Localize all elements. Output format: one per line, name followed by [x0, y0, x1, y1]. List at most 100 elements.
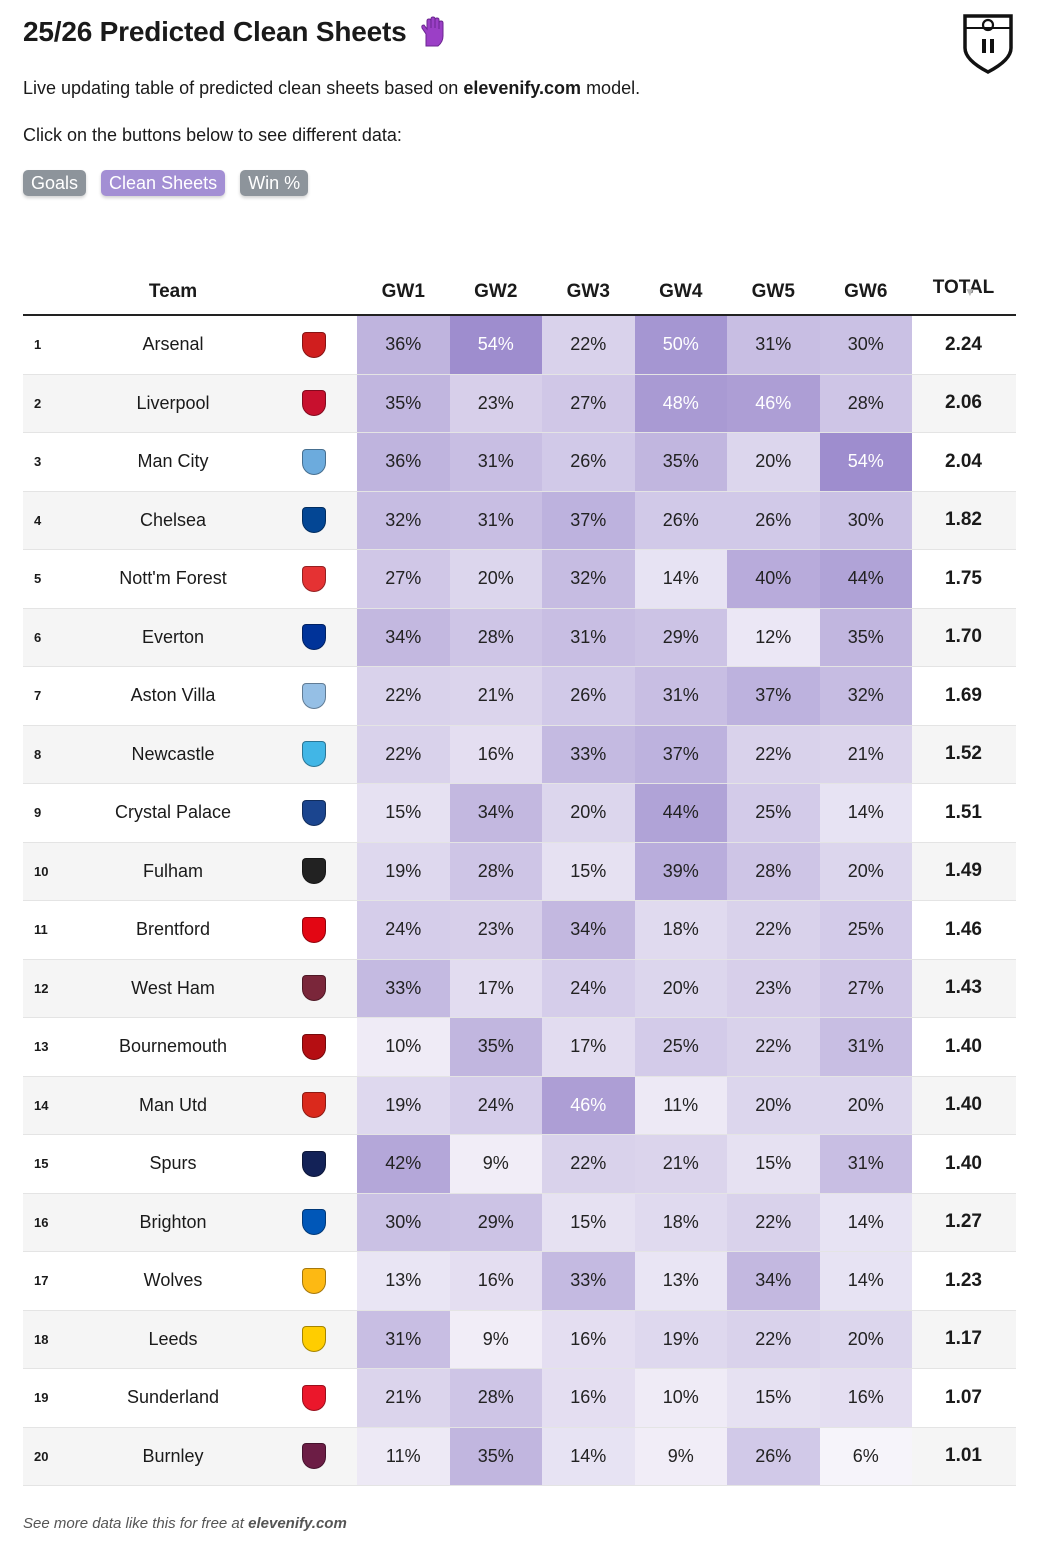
gw1-cell: 19% [357, 842, 450, 900]
gw5-cell: 22% [727, 1193, 820, 1251]
gw5-cell: 26% [727, 491, 820, 549]
gw6-cell: 20% [819, 1310, 912, 1368]
column-header-total[interactable]: TOTAL [932, 277, 995, 298]
team-name-cell: Bournemouth [118, 1036, 228, 1057]
total-cell: 1.43 [945, 977, 982, 999]
gw2-cell: 31% [449, 491, 542, 549]
goalkeeper-glove-icon [421, 16, 444, 47]
team-name-cell: Liverpool [136, 392, 210, 413]
gw2-cell: 35% [449, 1427, 542, 1485]
table-row: 11 Brentford 24% 23% 34% 18% 22% 25% 1.46 [23, 901, 1016, 960]
gw4-cell: 18% [634, 1193, 727, 1251]
clean-sheets-button[interactable]: Clean Sheets [101, 170, 226, 196]
table-row: 15 Spurs 42% 9% 22% 21% 15% 31% 1.40 [23, 1135, 1016, 1194]
gw5-cell: 20% [727, 1076, 820, 1134]
team-crest-icon [300, 726, 328, 784]
team-name-cell: Nott'm Forest [119, 568, 227, 589]
crest-shield-icon [302, 916, 326, 943]
gw1-cell: 22% [357, 725, 450, 783]
gw4-cell: 44% [634, 784, 727, 842]
elevenify-logo-icon [963, 14, 1013, 74]
gw3-cell: 17% [542, 1018, 635, 1076]
gw3-cell: 16% [542, 1369, 635, 1427]
table-row: 5 Nott'm Forest 27% 20% 32% 14% 40% 44% 1.75 [23, 550, 1016, 609]
win-percent-button[interactable]: Win % [240, 170, 309, 196]
gw4-cell: 37% [634, 725, 727, 783]
gw5-cell: 20% [727, 433, 820, 491]
subtitle-brand-link[interactable]: elevenify.com [463, 78, 582, 98]
gw2-cell: 24% [449, 1076, 542, 1134]
column-header-gw1[interactable]: GW1 [381, 281, 425, 302]
team-crest-icon [300, 550, 328, 608]
table-row: 13 Bournemouth 10% 35% 17% 25% 22% 31% 1.40 [23, 1018, 1016, 1077]
gw2-cell: 29% [449, 1193, 542, 1251]
rank-cell: 12 [34, 980, 49, 996]
total-cell: 1.49 [945, 860, 982, 882]
column-header-gw3[interactable]: GW3 [566, 281, 610, 302]
team-name-cell: Leeds [148, 1328, 198, 1349]
gw1-cell: 42% [357, 1135, 450, 1193]
rank-cell: 5 [34, 571, 42, 587]
gw5-cell: 34% [727, 1252, 820, 1310]
gw5-cell: 26% [727, 1427, 820, 1485]
gw1-cell: 11% [357, 1427, 450, 1485]
gw2-cell: 9% [449, 1135, 542, 1193]
total-cell: 1.52 [945, 743, 982, 765]
gw6-cell: 30% [819, 491, 912, 549]
gw2-cell: 34% [449, 784, 542, 842]
gw5-cell: 22% [727, 725, 820, 783]
gw2-cell: 9% [449, 1310, 542, 1368]
column-header-gw5[interactable]: GW5 [751, 281, 795, 302]
gw6-cell: 14% [819, 1252, 912, 1310]
table-row: 4 Chelsea 32% 31% 37% 26% 26% 30% 1.82 [23, 491, 1016, 550]
gw4-cell: 29% [634, 608, 727, 666]
gw3-cell: 15% [542, 842, 635, 900]
gw2-cell: 35% [449, 1018, 542, 1076]
table-row: 8 Newcastle 22% 16% 33% 37% 22% 21% 1.52 [23, 725, 1016, 784]
team-name-cell: West Ham [131, 977, 215, 998]
gw4-cell: 14% [634, 550, 727, 608]
goals-button[interactable]: Goals [23, 170, 87, 196]
subtitle-suffix: model. [581, 78, 641, 98]
gw3-cell: 24% [542, 959, 635, 1017]
gw4-cell: 25% [634, 1018, 727, 1076]
column-header-team[interactable]: Team [148, 281, 198, 302]
gw3-cell: 20% [542, 784, 635, 842]
table-row: 19 Sunderland 21% 28% 16% 10% 15% 16% 1.07 [23, 1369, 1016, 1428]
column-header-gw2[interactable]: GW2 [474, 281, 518, 302]
crest-shield-icon [302, 1092, 326, 1119]
gw1-cell: 13% [357, 1252, 450, 1310]
gw2-cell: 28% [449, 1369, 542, 1427]
team-crest-icon [300, 784, 328, 842]
gw1-cell: 35% [357, 374, 450, 432]
gw3-cell: 22% [542, 1135, 635, 1193]
subtitle-text: Live updating table of predicted clean s… [23, 78, 464, 98]
gw2-cell: 16% [449, 1252, 542, 1310]
gw6-cell: 32% [819, 667, 912, 725]
team-name-cell: Burnley [142, 1445, 204, 1466]
column-header-gw6[interactable]: GW6 [844, 281, 888, 302]
crest-shield-icon [302, 1384, 326, 1411]
team-crest-icon [300, 960, 328, 1018]
team-crest-icon [300, 433, 328, 491]
footer-brand-link[interactable]: elevenify.com [248, 1515, 347, 1532]
crest-shield-icon [302, 1267, 326, 1294]
team-crest-icon [300, 1135, 328, 1193]
column-header-gw4[interactable]: GW4 [659, 281, 703, 302]
gw5-cell: 37% [727, 667, 820, 725]
rank-cell: 6 [34, 629, 42, 645]
crest-shield-icon [302, 390, 326, 417]
gw1-cell: 30% [357, 1193, 450, 1251]
crest-shield-icon [302, 1033, 326, 1060]
team-name-cell: Sunderland [126, 1387, 220, 1408]
total-cell: 1.51 [945, 801, 982, 823]
gw1-cell: 24% [357, 901, 450, 959]
sort-descending-icon[interactable]: ▼ [964, 285, 976, 299]
clean-sheets-table: Team GW1 GW2 GW3 GW4 GW5 GW6 TOTAL ▼ 1 Ar… [23, 250, 1016, 1486]
gw3-cell: 14% [542, 1427, 635, 1485]
gw1-cell: 10% [357, 1018, 450, 1076]
gw1-cell: 15% [357, 784, 450, 842]
gw4-cell: 18% [634, 901, 727, 959]
rank-cell: 8 [34, 746, 42, 762]
team-crest-icon [300, 1252, 328, 1310]
